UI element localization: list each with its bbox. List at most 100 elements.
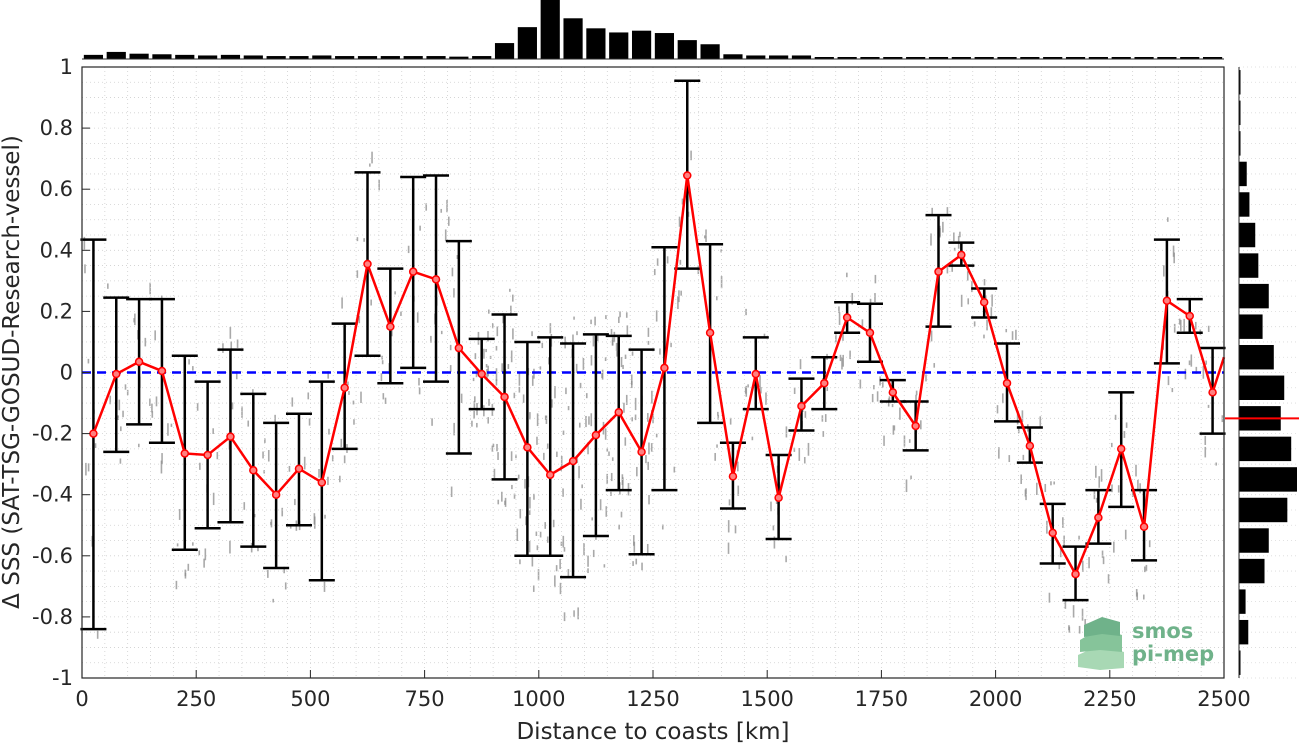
scatter-point [229,326,232,339]
scatter-point [650,443,653,452]
scatter-point [933,363,936,368]
scatter-point [524,478,526,489]
scatter-point [512,328,514,340]
scatter-point [510,350,513,363]
series-point [660,363,669,373]
scatter-point [625,312,628,318]
scatter-point [460,393,463,403]
x-histogram-bar [791,55,812,59]
scatter-point [625,394,628,405]
scatter-point [485,348,487,353]
x-histogram-bar [517,27,537,59]
scatter-point [360,391,362,404]
scatter-point [176,543,179,547]
scatter-point [144,337,147,347]
scatter-point [986,319,988,331]
scatter-point [1148,540,1151,548]
scatter-point [497,452,499,460]
scatter-point [222,343,224,353]
scatter-point [1005,328,1008,333]
scatter-point [615,342,618,351]
x-histogram-bar [449,56,469,59]
scatter-point [1172,245,1175,257]
scatter-point [630,374,633,385]
scatter-point [274,414,276,424]
scatter-point [590,355,593,366]
series-point [957,250,966,260]
scatter-point [531,554,534,567]
scatter-point [328,428,330,435]
scatter-point [793,447,796,452]
scatter-point [1100,469,1103,482]
scatter-point [1144,566,1146,573]
scatter-point [744,387,747,394]
logo-text-smos: smos [1132,619,1193,643]
y-histogram-bar [1239,100,1241,126]
x-histogram-bar [928,57,949,59]
x-tick-label: 500 [290,687,330,711]
scatter-point [824,414,827,422]
scatter-point [908,439,911,443]
scatter-point [599,499,602,511]
scatter-point [678,216,681,227]
y-histogram-bar [1239,222,1256,248]
scatter-point [587,555,589,567]
series-line [89,171,1226,579]
scatter-point [167,423,169,436]
scatter-point [1021,410,1024,422]
x-histogram-bar [335,56,355,59]
scatter-point [620,511,623,518]
x-histogram-bar [837,57,857,59]
series-point [157,366,167,376]
x-histogram-bar [1043,57,1063,59]
x-histogram-bar [1202,57,1223,59]
scatter-point [1111,484,1113,493]
scatter-point [594,316,596,326]
scatter-point [134,313,136,326]
x-histogram-bar [312,55,332,59]
scatter-point [575,363,578,373]
x-histogram-bar [700,44,720,59]
scatter-point [1183,318,1185,332]
scatter-point [647,327,650,337]
scatter-point [616,350,618,357]
scatter-point [656,258,659,266]
scatter-point [87,358,90,364]
scatter-point [573,610,575,617]
scatter-point [920,420,922,430]
scatter-point [581,484,583,489]
scatter-point [704,235,706,239]
scatter-point [109,395,112,405]
scatter-point [487,365,489,377]
scatter-point [501,491,503,502]
scatter-point [572,334,574,345]
scatter-point [1167,376,1170,386]
scatter-point [591,517,594,521]
scatter-point [842,332,844,341]
scatter-point [488,309,490,314]
scatter-point [531,331,533,337]
scatter-point [188,359,190,365]
scatter-point [1068,626,1071,633]
scatter-point [873,385,875,390]
scatter-point [690,150,692,161]
y-tick-label: 0 [60,361,73,385]
scatter-point [839,354,842,362]
scatter-point [652,413,654,423]
series-point [774,493,783,503]
scatter-point [648,495,650,505]
y-histogram-bar [1239,345,1274,370]
scatter-point [516,528,519,542]
x-histogram-bar [540,0,560,59]
x-histogram-bar [1020,57,1040,59]
scatter-point [184,569,187,577]
scatter-point [513,493,516,499]
scatter-point [1063,535,1065,547]
scatter-point [447,216,450,226]
scatter-point [418,377,420,386]
x-histogram-bar [883,57,903,59]
scatter-point [562,488,564,497]
scatter-point [1024,489,1027,497]
scatter-point [610,328,613,335]
scatter-point [861,319,864,329]
